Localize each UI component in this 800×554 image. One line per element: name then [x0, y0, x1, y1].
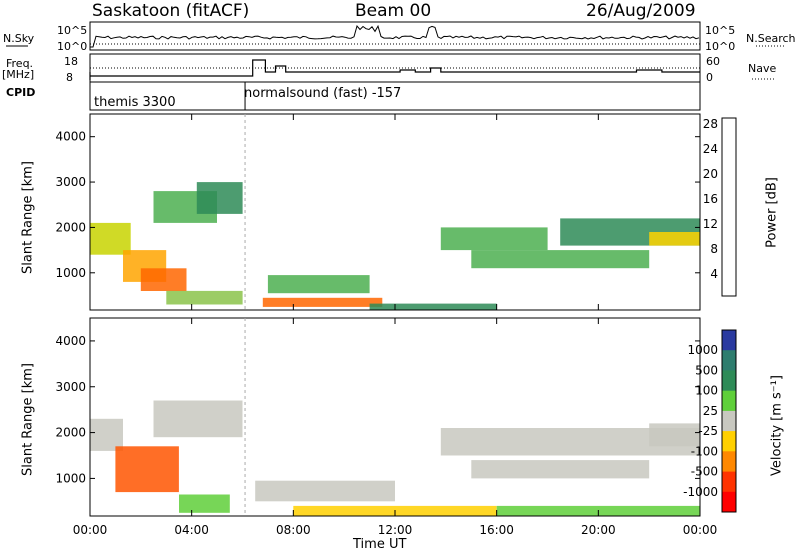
power-region	[369, 303, 497, 310]
velocity-colorbar-tick: 1000	[687, 343, 718, 357]
velocity-region	[255, 480, 395, 502]
power-region	[649, 232, 700, 246]
power-region	[166, 290, 243, 305]
noise-panel	[89, 21, 701, 51]
velocity-colorbar-segment	[722, 390, 736, 412]
radar-title: Saskatoon (fitACF)	[92, 1, 250, 21]
velocity-colorbar-segment	[722, 491, 736, 513]
beam-label: Beam 00	[355, 1, 432, 21]
power-colorbar-tick: 16	[703, 192, 718, 206]
velocity-ytick-label: 2000	[55, 426, 86, 440]
xtick-label: 12:00	[378, 523, 413, 537]
velocity-colorbar-tick: -25	[698, 424, 718, 438]
power-colorbar-tick: 24	[703, 142, 718, 156]
velocity-colorbar-segment	[722, 350, 736, 371]
nave-tick-high: 60	[706, 55, 720, 68]
power-colorbar-tick: 28	[703, 117, 718, 131]
velocity-colorbar-frame	[721, 329, 737, 513]
xtick-label: 20:00	[581, 523, 616, 537]
velocity-region	[471, 460, 650, 479]
velocity-region	[90, 418, 123, 451]
power-ytick-label: 1000	[55, 266, 86, 280]
power-colorbar-tick: 12	[703, 217, 718, 231]
velocity-colorbar-tick: 25	[703, 404, 718, 418]
power-colorbar-tick: 4	[710, 267, 718, 281]
xtick-label: 00:00	[683, 523, 718, 537]
power-region	[140, 268, 187, 291]
power-ytick-label: 4000	[55, 130, 86, 144]
nsky-label: N.Sky	[3, 32, 35, 45]
velocity-ytick-label: 3000	[55, 380, 86, 394]
velocity-colorbar-tick: -100	[691, 444, 718, 458]
noise-tick-low-left: 10^0	[57, 40, 88, 53]
velocity-colorbar-segment	[722, 410, 736, 432]
velocity-region	[179, 494, 230, 513]
power-ytick-label: 3000	[55, 175, 86, 189]
power-colorbar-tick: 20	[703, 167, 718, 181]
xtick-label: 00:00	[73, 523, 108, 537]
cpid-segment-2: normalsound (fast) -157	[244, 86, 402, 101]
power-ytick-label: 2000	[55, 220, 86, 234]
velocity-colorbar-segment	[722, 370, 736, 392]
velocity-ytick-label: 4000	[55, 334, 86, 348]
power-region	[267, 275, 370, 294]
xtick-label: 04:00	[174, 523, 209, 537]
freq-panel	[89, 53, 701, 83]
nsearch-label: N.Search	[746, 32, 796, 45]
velocity-colorbar-segment	[722, 471, 736, 493]
nave-label: Nave	[748, 62, 777, 75]
cpid-label: CPID	[6, 86, 36, 99]
velocity-region	[115, 446, 179, 493]
noise-tick-high-left: 10^5	[57, 24, 88, 37]
power-colorbar-tick: 8	[710, 242, 718, 256]
noise-tick-high-right: 10^5	[705, 24, 736, 37]
xtick-label: 16:00	[479, 523, 514, 537]
velocity-region	[153, 400, 243, 438]
cpid-segment-1: themis 3300	[94, 95, 176, 110]
power-region	[196, 182, 243, 214]
power-region	[90, 222, 131, 255]
freq-label: Freq.	[6, 57, 34, 70]
velocity-region	[649, 423, 700, 447]
freq-series	[89, 59, 700, 80]
noise-tick-low-right: 10^0	[705, 40, 736, 53]
cpid-panel	[89, 81, 701, 111]
power-region	[471, 250, 650, 269]
nave-tick-low: 0	[706, 71, 713, 84]
xaxis-label: Time UT	[353, 537, 407, 552]
velocity-colorbar-tick: 100	[695, 384, 718, 398]
power-region	[262, 297, 383, 307]
velocity-colorbar-tick: -1000	[683, 485, 718, 499]
noise-sky-series	[90, 24, 700, 48]
velocity-colorbar-segment	[722, 330, 736, 351]
velocity-colorbar-tick: 500	[695, 363, 718, 377]
velocity-ytick-label: 1000	[55, 471, 86, 485]
velocity-colorbar-segment	[722, 431, 736, 452]
date-label: 26/Aug/2009	[586, 1, 696, 21]
freq-unit-label: [MHz]	[2, 68, 35, 81]
velocity-colorbar-tick: -500	[691, 465, 718, 479]
xtick-label: 08:00	[276, 523, 311, 537]
power-region	[440, 227, 548, 251]
power-colorbar-frame	[721, 117, 737, 297]
freq-tick-high: 18	[64, 55, 78, 68]
velocity-colorbar-segment	[722, 451, 736, 472]
freq-tick-low: 8	[66, 71, 73, 84]
